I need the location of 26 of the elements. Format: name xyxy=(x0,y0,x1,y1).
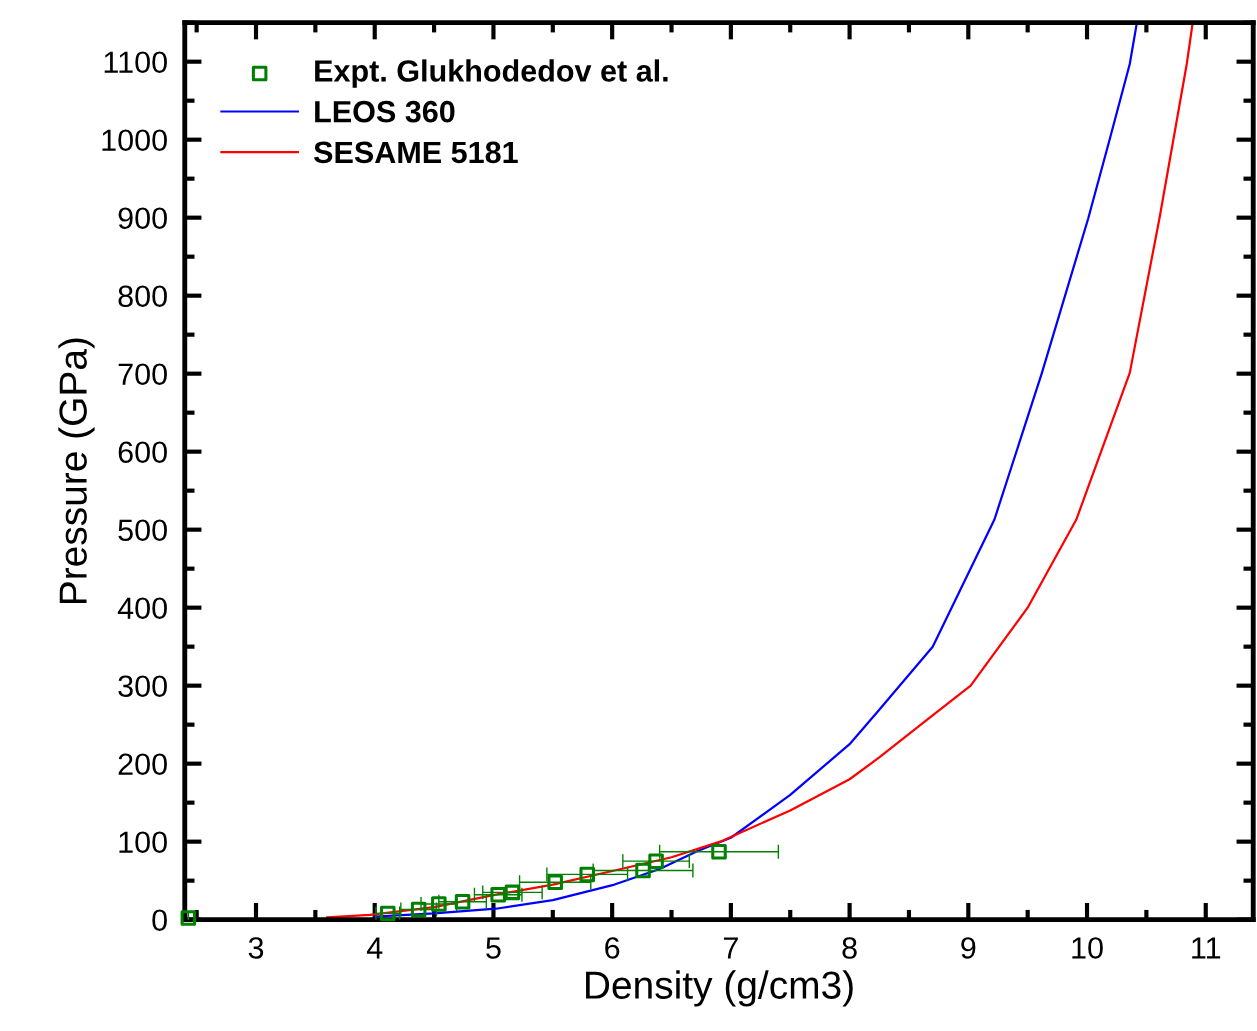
y-tick-label: 500 xyxy=(118,519,167,542)
x-tick-label: 4 xyxy=(366,937,383,959)
x-tick-label: 9 xyxy=(961,937,976,959)
x-axis-title: Density (g/cm3) xyxy=(586,970,853,1007)
y-tick-label: 800 xyxy=(118,285,167,308)
y-tick-label: 100 xyxy=(119,831,167,854)
y-tick-label: 700 xyxy=(118,363,167,386)
y-tick-label: 900 xyxy=(118,207,167,230)
x-tick-label: 10 xyxy=(1072,937,1103,959)
y-tick-label: 200 xyxy=(118,753,167,776)
x-tick-label: 5 xyxy=(486,937,501,959)
y-tick-label: 600 xyxy=(118,441,167,464)
x-tick-label: 8 xyxy=(842,937,857,959)
x-tick-label: 3 xyxy=(248,937,264,959)
legend-label: Expt. Glukhodedov et al. xyxy=(315,59,668,88)
y-tick-label: 1000 xyxy=(102,129,167,152)
x-tick-label: 7 xyxy=(723,937,738,959)
y-tick-label: 0 xyxy=(152,909,167,932)
x-tick-label: 11 xyxy=(1192,937,1221,959)
legend-label: LEOS 360 xyxy=(315,100,455,123)
y-tick-label: 1100 xyxy=(104,51,167,74)
y-tick-label: 400 xyxy=(117,597,167,620)
legend-label: SESAME 5181 xyxy=(313,141,518,164)
y-axis-title: Pressure (GPa) xyxy=(58,338,95,604)
y-tick-label: 300 xyxy=(118,675,167,698)
x-tick-label: 6 xyxy=(605,937,620,959)
